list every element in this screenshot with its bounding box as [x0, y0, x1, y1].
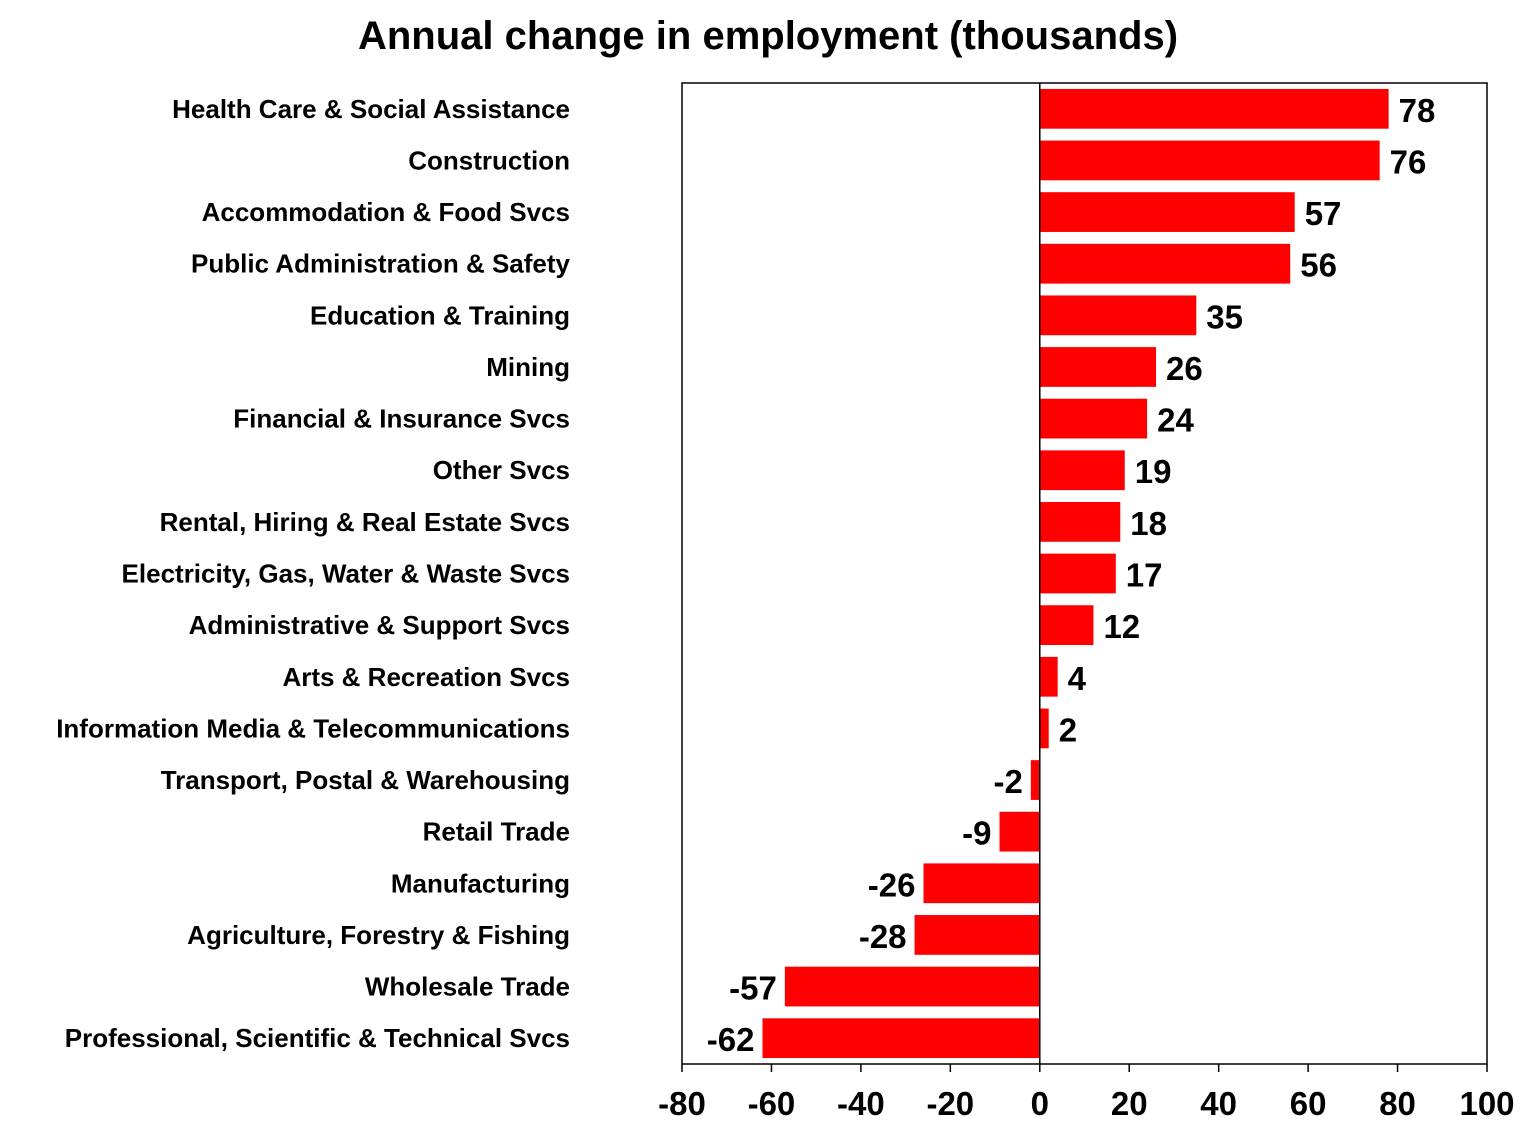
- category-label: Other Svcs: [433, 455, 570, 485]
- category-label: Agriculture, Forestry & Fishing: [187, 920, 570, 950]
- bar: [1039, 140, 1380, 181]
- data-label: 24: [1157, 402, 1194, 439]
- bar: [1030, 760, 1040, 800]
- data-label: -28: [859, 918, 907, 955]
- bar: [784, 966, 1040, 1007]
- bar: [1039, 708, 1049, 749]
- data-label: -2: [993, 763, 1022, 800]
- category-label: Financial & Insurance Svcs: [233, 404, 570, 434]
- bar: [1039, 398, 1148, 439]
- category-label: Wholesale Trade: [365, 972, 570, 1002]
- category-label: Rental, Hiring & Real Estate Svcs: [160, 507, 570, 537]
- x-tick-label: -80: [658, 1085, 706, 1122]
- data-label: -26: [868, 866, 916, 903]
- bar: [1039, 501, 1121, 542]
- data-label: 12: [1103, 608, 1140, 645]
- bar: [1039, 553, 1116, 594]
- data-label: 78: [1399, 92, 1436, 129]
- category-label: Electricity, Gas, Water & Waste Svcs: [122, 559, 570, 589]
- bar: [1039, 450, 1125, 491]
- data-label: 2: [1059, 711, 1077, 748]
- x-tick-label: -60: [748, 1085, 796, 1122]
- x-tick-label: 60: [1290, 1085, 1327, 1122]
- category-label: Information Media & Telecommunications: [56, 713, 570, 743]
- category-label: Health Care & Social Assistance: [172, 94, 570, 124]
- x-tick-label: 0: [1031, 1085, 1049, 1122]
- bar: [1039, 88, 1389, 129]
- x-tick-label: -20: [926, 1085, 974, 1122]
- data-label: 57: [1305, 195, 1342, 232]
- bar: [1039, 605, 1094, 646]
- plot-frame: [681, 82, 1488, 1065]
- x-tick-label: 80: [1379, 1085, 1416, 1122]
- bar: [1039, 656, 1058, 697]
- category-label: Arts & Recreation Svcs: [282, 662, 570, 692]
- data-label: -9: [962, 815, 991, 852]
- x-tick-label: 40: [1200, 1085, 1237, 1122]
- data-label: -62: [707, 1021, 755, 1058]
- chart-title: Annual change in employment (thousands): [357, 14, 1179, 58]
- bar: [923, 863, 1040, 904]
- x-tick-label: 100: [1459, 1085, 1514, 1122]
- category-label: Professional, Scientific & Technical Svc…: [65, 1023, 570, 1053]
- x-tick-label: 20: [1111, 1085, 1148, 1122]
- data-label: 19: [1135, 453, 1172, 490]
- category-label: Accommodation & Food Svcs: [202, 197, 570, 227]
- category-label: Mining: [486, 352, 570, 382]
- category-label: Manufacturing: [391, 868, 570, 898]
- bar: [1039, 347, 1157, 387]
- bar: [762, 1018, 1040, 1059]
- data-label: 17: [1126, 557, 1163, 594]
- data-label: 56: [1300, 247, 1337, 284]
- bar: [1039, 192, 1295, 232]
- category-label: Construction: [408, 145, 570, 175]
- category-label: Retail Trade: [423, 817, 570, 847]
- category-label: Education & Training: [310, 300, 570, 330]
- category-label: Transport, Postal & Warehousing: [161, 765, 570, 795]
- bar: [1039, 243, 1291, 284]
- bar: [914, 915, 1040, 955]
- bar: [999, 811, 1040, 852]
- data-label: 35: [1206, 298, 1243, 335]
- category-label: Public Administration & Safety: [191, 249, 571, 279]
- x-tick-label: -40: [837, 1085, 885, 1122]
- data-label: 26: [1166, 350, 1203, 387]
- data-label: 4: [1068, 660, 1087, 697]
- category-label: Administrative & Support Svcs: [189, 610, 570, 640]
- bar: [1039, 295, 1197, 336]
- data-label: -57: [729, 970, 777, 1007]
- data-label: 76: [1390, 143, 1427, 180]
- data-label: 18: [1130, 505, 1167, 542]
